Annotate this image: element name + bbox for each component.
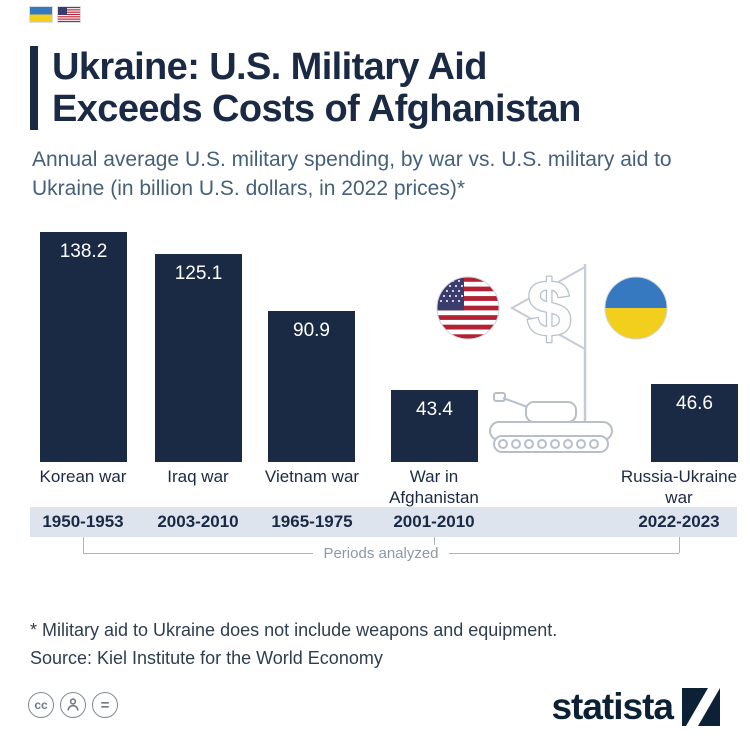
- bar-value-russia-ukraine-war: 46.6: [676, 393, 713, 414]
- bar-label-iraq-war: Iraq war: [167, 467, 229, 486]
- bar-label-vietnam-war: Vietnam war: [264, 467, 360, 486]
- footnote: * Military aid to Ukraine does not inclu…: [30, 620, 558, 640]
- source-line: Source: Kiel Institute for the World Eco…: [30, 648, 383, 668]
- period-label-russia-ukraine-war: 2022-2023: [638, 512, 720, 531]
- period-label-war-in-afghanistan: 2001-2010: [393, 512, 475, 531]
- tank-icon: [489, 392, 613, 453]
- statista-wordmark: statista: [551, 686, 674, 727]
- chart-subtitle: Annual average U.S. military spending, b…: [32, 148, 672, 200]
- attribution-person-icon: [60, 692, 86, 718]
- bracket-tick-left: [83, 537, 84, 553]
- bar-value-war-in-afghanistan: 43.4: [416, 399, 453, 420]
- bracket-tick-right: [679, 537, 680, 553]
- country-flags: [29, 6, 81, 23]
- bar-korean-war: 138.2: [40, 232, 127, 462]
- period-band: 1950-1953 2003-2010 1965-1975 2001-2010 2022…: [30, 507, 737, 537]
- title-block: Ukraine: U.S. Military Aid Exceeds Costs…: [30, 46, 581, 130]
- equals-label: =: [100, 696, 110, 714]
- dollar-sign-icon: $: [527, 264, 572, 353]
- dollar-pennant: [509, 265, 586, 351]
- period-label-iraq-war: 2003-2010: [157, 512, 239, 531]
- periods-analyzed: Periods analyzed: [83, 545, 679, 563]
- bar-iraq-war: 125.1: [155, 254, 242, 462]
- title-accent-bar: [30, 46, 38, 130]
- title-line-2: Exceeds Costs of Afghanistan: [52, 88, 581, 130]
- cc-label: cc: [34, 698, 48, 712]
- bar-value-korean-war: 138.2: [59, 241, 108, 262]
- bar-russia-ukraine-war: 46.6: [651, 384, 738, 462]
- bar-label-russia-ukraine-war: Russia-Ukraine war: [620, 467, 738, 507]
- page-title: Ukraine: U.S. Military Aid Exceeds Costs…: [52, 46, 581, 130]
- ukraine-flag-icon: [29, 6, 53, 23]
- period-label-korean-war: 1950-1953: [42, 512, 124, 531]
- statista-brand: statista: [551, 686, 720, 728]
- cc-icon: cc: [28, 692, 54, 718]
- title-line-1: Ukraine: U.S. Military Aid: [52, 46, 487, 88]
- period-label-vietnam-war: 1965-1975: [271, 512, 353, 531]
- statista-logo-icon: [682, 688, 720, 726]
- bar-value-iraq-war: 125.1: [174, 263, 223, 284]
- bar-label-war-in-afghanistan: War in Afghanistan: [389, 467, 479, 507]
- license-icons: cc =: [28, 692, 118, 718]
- bar-label-korean-war: Korean war: [39, 467, 127, 486]
- bar-value-vietnam-war: 90.9: [293, 320, 330, 341]
- bar-war-in-afghanistan: 43.4: [391, 390, 478, 462]
- bar-vietnam-war: 90.9: [268, 311, 355, 462]
- periods-analyzed-label: Periods analyzed: [313, 545, 449, 562]
- us-flag-icon: [57, 6, 81, 23]
- war-aid-illustration: $: [436, 263, 668, 453]
- no-derivatives-icon: =: [92, 692, 118, 718]
- us-flag-roundel-icon: [437, 277, 499, 339]
